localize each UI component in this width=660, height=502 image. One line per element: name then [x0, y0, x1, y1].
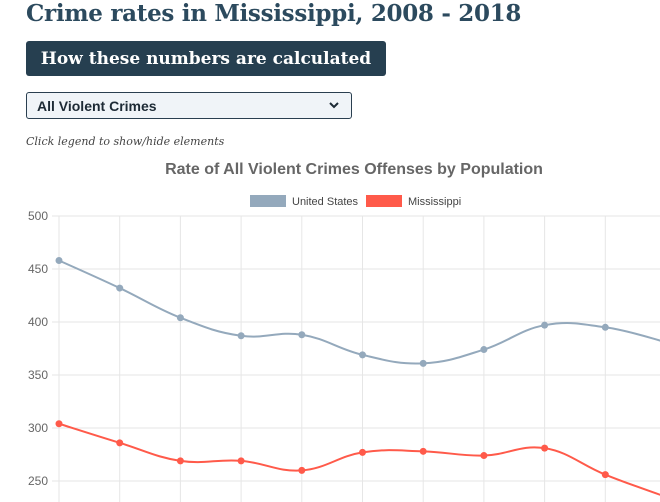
- page-title: Crime rates in Mississippi, 2008 - 2018: [26, 0, 522, 27]
- data-point-united-states[interactable]: [298, 331, 306, 339]
- data-point-mississippi[interactable]: [359, 448, 366, 456]
- data-point-mississippi[interactable]: [541, 444, 549, 452]
- data-point-united-states[interactable]: [116, 284, 124, 292]
- data-point-united-states[interactable]: [419, 359, 427, 367]
- y-tick-label: 450: [28, 262, 48, 276]
- crime-type-select[interactable]: All Violent Crimes: [26, 92, 352, 119]
- data-point-mississippi[interactable]: [116, 439, 124, 447]
- crime-type-value: All Violent Crimes: [37, 97, 157, 114]
- data-point-mississippi[interactable]: [480, 452, 488, 460]
- data-point-mississippi[interactable]: [601, 471, 609, 479]
- y-tick-label: 500: [28, 209, 48, 223]
- y-tick-label: 350: [28, 368, 48, 382]
- y-tick-label: 400: [28, 315, 48, 329]
- legend-label-united-states[interactable]: United States: [292, 196, 359, 208]
- chevron-down-icon: [327, 98, 341, 115]
- y-tick-label: 250: [28, 474, 48, 488]
- series-line-united-states: [58, 259, 660, 365]
- how-calculated-button[interactable]: How these numbers are calculated: [26, 41, 386, 76]
- series-line-mississippi: [58, 422, 660, 496]
- data-point-united-states[interactable]: [176, 314, 184, 322]
- data-point-mississippi[interactable]: [237, 457, 245, 465]
- legend-label-mississippi[interactable]: Mississippi: [408, 196, 461, 208]
- y-tick-label: 300: [28, 421, 48, 435]
- data-point-mississippi[interactable]: [298, 466, 306, 474]
- data-point-united-states[interactable]: [601, 323, 609, 331]
- data-point-united-states[interactable]: [55, 257, 63, 265]
- data-point-mississippi[interactable]: [419, 447, 427, 455]
- legend-hint: Click legend to show/hide elements: [26, 135, 225, 148]
- data-point-united-states[interactable]: [480, 346, 488, 354]
- data-point-united-states[interactable]: [541, 321, 549, 329]
- data-point-mississippi[interactable]: [176, 457, 184, 465]
- legend-swatch[interactable]: [250, 195, 286, 207]
- legend-swatch[interactable]: [366, 195, 402, 207]
- data-point-united-states[interactable]: [359, 351, 366, 359]
- data-point-mississippi[interactable]: [55, 420, 63, 428]
- chart-title: Rate of All Violent Crimes Offenses by P…: [165, 161, 543, 178]
- data-point-united-states[interactable]: [237, 332, 245, 340]
